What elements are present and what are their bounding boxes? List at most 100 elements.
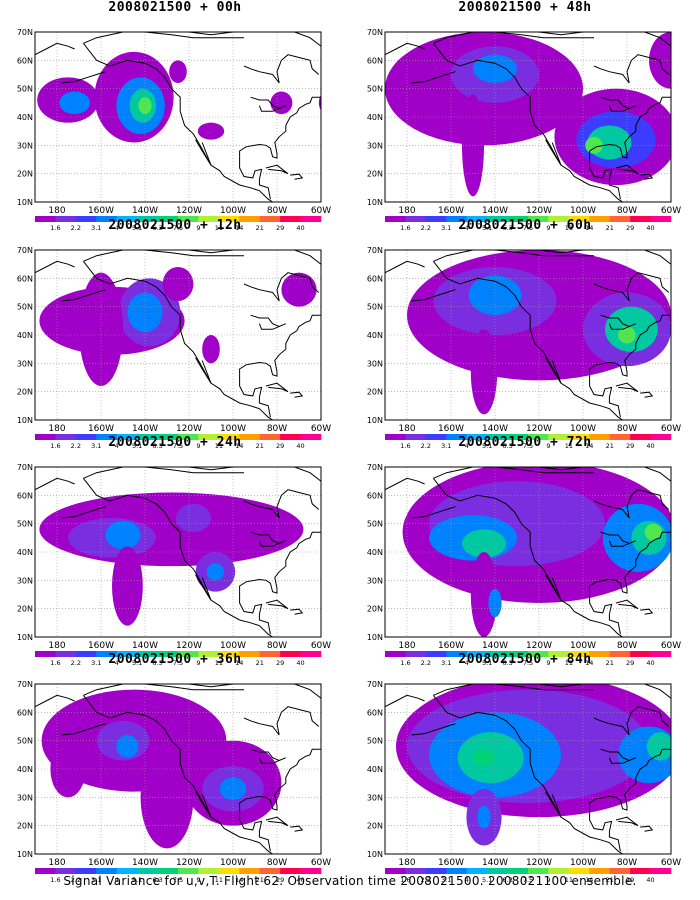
colorbar-tick-label: 14	[585, 442, 593, 450]
colorbar-swatch	[487, 651, 508, 657]
variance-region	[318, 95, 321, 111]
colorbar-tick-label: 40	[646, 659, 654, 667]
colorbar-swatch	[218, 651, 240, 657]
colorbar-tick-label: 11	[215, 876, 223, 884]
lat-tick-label: 50N	[367, 520, 383, 529]
lat-tick-label: 20N	[367, 388, 383, 397]
colorbar-tick-label: 21	[256, 224, 264, 232]
colorbar-tick-label: 40	[646, 442, 654, 450]
lon-tick-label: 160W	[438, 858, 464, 868]
lat-tick-label: 40N	[367, 765, 383, 774]
colorbar-swatch	[178, 216, 199, 222]
colorbar-swatch	[446, 216, 468, 222]
colorbar-swatch	[198, 216, 220, 222]
lon-tick-label: 60W	[311, 858, 331, 868]
colorbar-swatch	[280, 651, 301, 657]
lat-tick-label: 20N	[367, 822, 383, 831]
colorbar-tick-label: 7.5	[523, 876, 533, 884]
colorbar-tick-label: 40	[646, 224, 654, 232]
colorbar-tick-label: 5.1	[132, 442, 142, 450]
colorbar-tick-label: 29	[276, 876, 284, 884]
colorbar-tick-label: 14	[235, 876, 243, 884]
colorbar-tick-label: 2.2	[71, 876, 81, 884]
colorbar-swatch	[259, 434, 281, 440]
colorbar-tick-label: 2.2	[71, 224, 81, 232]
lon-tick-label: 120W	[526, 858, 552, 868]
colorbar-swatch	[630, 651, 651, 657]
colorbar-tick-label: 6.3	[502, 659, 512, 667]
lon-tick-label: 80W	[617, 206, 637, 216]
colorbar-tick-label: 9	[546, 224, 550, 232]
colorbar-swatch	[528, 216, 549, 222]
colorbar-tick-label: 2.2	[421, 224, 431, 232]
lat-tick-label: 20N	[367, 605, 383, 614]
lat-tick-label: 20N	[17, 822, 33, 831]
map-canvas: 70N 60N 50N 40N 30N 20N 10N 180 160W 140W 120W 100W…	[17, 28, 331, 232]
lon-tick-label: 60W	[311, 206, 331, 216]
colorbar-swatch	[198, 434, 220, 440]
lat-tick-label: 20N	[17, 170, 33, 179]
lon-tick-label: 120W	[176, 424, 202, 434]
colorbar-swatch	[385, 868, 406, 874]
lon-tick-label: 160W	[438, 424, 464, 434]
colorbar: 1.6 2.2 3.1 4 5.1 6.3 7.5 9 11 14 21 29 40	[385, 651, 672, 667]
colorbar-swatch	[198, 651, 220, 657]
lon-tick-label: 80W	[267, 424, 287, 434]
panel-title: 2008021500 + 60h	[458, 218, 592, 233]
colorbar-swatch	[137, 651, 158, 657]
colorbar-tick-label: 21	[606, 659, 614, 667]
lat-tick-label: 60N	[17, 274, 33, 283]
colorbar-swatch	[487, 868, 508, 874]
map-panel-p00: 2008021500 + 00h 70N 60N 50N 40N 30N 20N 10N 180…	[0, 0, 345, 232]
colorbar-tick-label: 3.1	[441, 876, 451, 884]
colorbar-swatch	[300, 651, 322, 657]
colorbar-tick-label: 3.1	[91, 224, 101, 232]
variance-region	[477, 805, 491, 829]
colorbar-swatch	[568, 434, 590, 440]
colorbar-tick-label: 11	[565, 224, 573, 232]
colorbar-swatch	[650, 216, 672, 222]
coastline	[385, 32, 671, 202]
lon-tick-label: 180	[398, 424, 415, 434]
lat-tick-label: 60N	[367, 274, 383, 283]
lat-tick-label: 70N	[367, 28, 383, 37]
lon-tick-label: 120W	[176, 858, 202, 868]
colorbar-tick-label: 1.6	[400, 659, 410, 667]
colorbar-tick-label: 21	[256, 876, 264, 884]
lat-tick-label: 60N	[17, 491, 33, 500]
map-panel-p24: 2008021500 + 24h 70N 60N 50N 40N 30N 20N 10N 180…	[0, 435, 345, 667]
colorbar-tick-label: 4	[465, 442, 469, 450]
lat-tick-label: 70N	[17, 463, 33, 472]
colorbar-swatch	[35, 434, 56, 440]
coastline	[35, 684, 321, 854]
lat-tick-label: 50N	[17, 85, 33, 94]
colorbar-swatch	[548, 216, 570, 222]
variance-region	[59, 91, 90, 115]
colorbar-swatch	[609, 216, 631, 222]
colorbar-tick-label: 7.5	[173, 442, 183, 450]
lon-tick-label: 180	[48, 424, 65, 434]
lon-tick-label: 60W	[311, 641, 331, 651]
colorbar-swatch	[528, 868, 549, 874]
lon-tick-label: 140W	[132, 858, 158, 868]
panel-title: 2008021500 + 48h	[458, 0, 592, 15]
lat-tick-label: 30N	[17, 359, 33, 368]
colorbar-swatch	[157, 434, 179, 440]
colorbar-tick-label: 7.5	[523, 224, 533, 232]
colorbar-swatch	[259, 651, 281, 657]
colorbar-swatch	[157, 216, 179, 222]
colorbar-tick-label: 29	[276, 442, 284, 450]
colorbar-tick-label: 21	[606, 442, 614, 450]
colorbar-tick-label: 40	[646, 876, 654, 884]
lon-tick-label: 140W	[482, 424, 508, 434]
colorbar-swatch	[609, 434, 631, 440]
colorbar-tick-label: 9	[546, 876, 550, 884]
variance-region	[646, 732, 671, 761]
lon-tick-label: 60W	[661, 858, 681, 868]
colorbar-tick-label: 4	[115, 224, 119, 232]
lon-tick-label: 60W	[661, 206, 681, 216]
lat-tick-label: 30N	[367, 141, 383, 150]
variance-region	[219, 777, 247, 801]
variance-region	[162, 267, 194, 301]
coastline	[385, 467, 671, 637]
